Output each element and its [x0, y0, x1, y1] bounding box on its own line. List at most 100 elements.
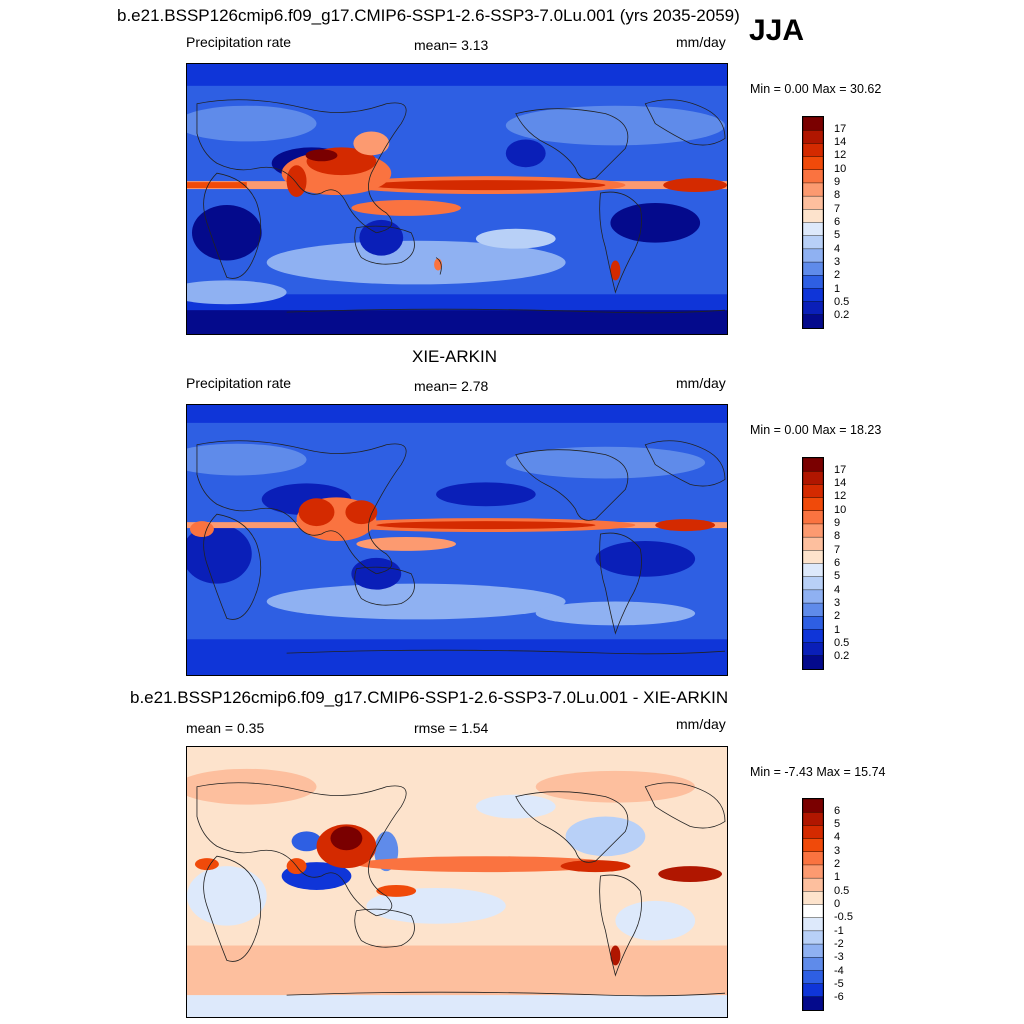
colorbar-swatch [803, 523, 823, 538]
panel2-title: XIE-ARKIN [412, 347, 498, 366]
colorbar-swatch [803, 851, 823, 866]
colorbar-tick-label: 4 [834, 583, 841, 596]
colorbar-swatch [803, 825, 823, 840]
panel3-mean-label: mean = 0.35 [186, 720, 265, 736]
colorbar-tick-label: 1 [834, 871, 841, 884]
colorbar-tick-label: 0.5 [834, 295, 850, 308]
colorbar-swatch [803, 235, 823, 250]
colorbar-swatch [803, 655, 823, 669]
colorbar-swatch [803, 996, 823, 1010]
colorbar-swatch [803, 602, 823, 617]
colorbar-tick-label: -4 [834, 964, 844, 977]
colorbar-swatch [803, 222, 823, 237]
colorbar-tick-label: 7 [834, 543, 841, 556]
colorbar-tick-label: 17 [834, 463, 847, 476]
colorbar-swatch [803, 261, 823, 276]
colorbar-swatch [803, 248, 823, 263]
colorbar-tick-label: 1 [834, 282, 841, 295]
colorbar-tick-label: 0.2 [834, 650, 850, 663]
colorbar-swatch [803, 970, 823, 985]
colorbar-swatch [803, 536, 823, 551]
panel3-units-label: mm/day [676, 716, 726, 732]
panel1-precip-field [187, 64, 727, 334]
season-label: JJA [749, 14, 805, 47]
panel1-colorbar [802, 116, 824, 329]
colorbar-swatch [803, 799, 823, 813]
colorbar-swatch [803, 195, 823, 210]
colorbar-tick-label: 17 [834, 122, 847, 135]
panel3-minmax: Min = -7.43 Max = 15.74 [750, 765, 886, 779]
colorbar-swatch [803, 930, 823, 945]
colorbar-swatch [803, 169, 823, 184]
colorbar-tick-label: 9 [834, 176, 841, 189]
panel3-title: b.e21.BSSP126cmip6.f09_g17.CMIP6-SSP1-2.… [130, 688, 729, 707]
panel2-units-label: mm/day [676, 375, 726, 391]
panel1-mean-label: mean= 3.13 [414, 37, 489, 53]
colorbar-swatch [803, 864, 823, 879]
panel3-colorbar [802, 798, 824, 1011]
colorbar-tick-label: 2 [834, 858, 841, 871]
panel3-map [186, 746, 728, 1018]
colorbar-tick-label: 4 [834, 831, 841, 844]
colorbar-swatch [803, 838, 823, 853]
colorbar-swatch [803, 877, 823, 892]
colorbar-tick-label: -5 [834, 977, 844, 990]
colorbar-swatch [803, 182, 823, 197]
colorbar-swatch [803, 616, 823, 630]
panel2-mean-label: mean= 2.78 [414, 378, 489, 394]
colorbar-swatch [803, 301, 823, 316]
colorbar-swatch [803, 983, 823, 998]
colorbar-tick-label: 8 [834, 189, 841, 202]
colorbar-tick-label: 8 [834, 530, 841, 543]
colorbar-swatch [803, 943, 823, 958]
panel2-map [186, 404, 728, 676]
colorbar-tick-label: -0.5 [834, 911, 853, 924]
colorbar-tick-label: 0.5 [834, 636, 850, 649]
colorbar-swatch [803, 510, 823, 525]
colorbar-tick-label: 0.5 [834, 884, 850, 897]
colorbar-swatch [803, 275, 823, 289]
colorbar-swatch [803, 563, 823, 578]
colorbar-swatch [803, 497, 823, 512]
colorbar-tick-label: 1 [834, 623, 841, 636]
colorbar-swatch [803, 288, 823, 303]
colorbar-tick-label: 4 [834, 242, 841, 255]
panel1-title: b.e21.BSSP126cmip6.f09_g17.CMIP6-SSP1-2.… [117, 6, 740, 25]
colorbar-tick-label: 10 [834, 503, 847, 516]
panel2-precip-field [187, 405, 727, 675]
colorbar-swatch [803, 484, 823, 499]
colorbar-swatch [803, 209, 823, 223]
panel1-map [186, 63, 728, 335]
colorbar-swatch [803, 629, 823, 644]
colorbar-swatch [803, 156, 823, 171]
panel2-variable-label: Precipitation rate [186, 375, 292, 391]
colorbar-swatch [803, 957, 823, 971]
colorbar-tick-label: 12 [834, 149, 847, 162]
panel3-rmse-label: rmse = 1.54 [414, 720, 489, 736]
panel2-minmax: Min = 0.00 Max = 18.23 [750, 423, 882, 437]
colorbar-swatch [803, 811, 823, 826]
panel1-minmax: Min = 0.00 Max = 30.62 [750, 82, 882, 96]
panel1-variable-label: Precipitation rate [186, 34, 292, 50]
colorbar-tick-label: 5 [834, 229, 841, 242]
colorbar-swatch [803, 143, 823, 158]
colorbar-tick-label: 2 [834, 610, 841, 623]
colorbar-tick-label: -1 [834, 924, 844, 937]
colorbar-swatch [803, 576, 823, 591]
colorbar-tick-label: 12 [834, 490, 847, 503]
colorbar-swatch [803, 550, 823, 564]
colorbar-tick-label: 14 [834, 136, 847, 149]
colorbar-tick-label: 0 [834, 898, 841, 910]
colorbar-tick-label: 2 [834, 269, 841, 282]
colorbar-tick-label: 9 [834, 517, 841, 530]
colorbar-tick-label: 5 [834, 818, 841, 831]
colorbar-tick-label: 0.2 [834, 309, 850, 322]
colorbar-tick-label: 3 [834, 255, 841, 268]
panel1-units-label: mm/day [676, 34, 726, 50]
colorbar-swatch [803, 117, 823, 131]
colorbar-tick-label: -3 [834, 951, 844, 964]
colorbar-swatch [803, 129, 823, 144]
colorbar-tick-label: 14 [834, 477, 847, 490]
colorbar-tick-label: 7 [834, 202, 841, 215]
colorbar-tick-label: 5 [834, 570, 841, 583]
